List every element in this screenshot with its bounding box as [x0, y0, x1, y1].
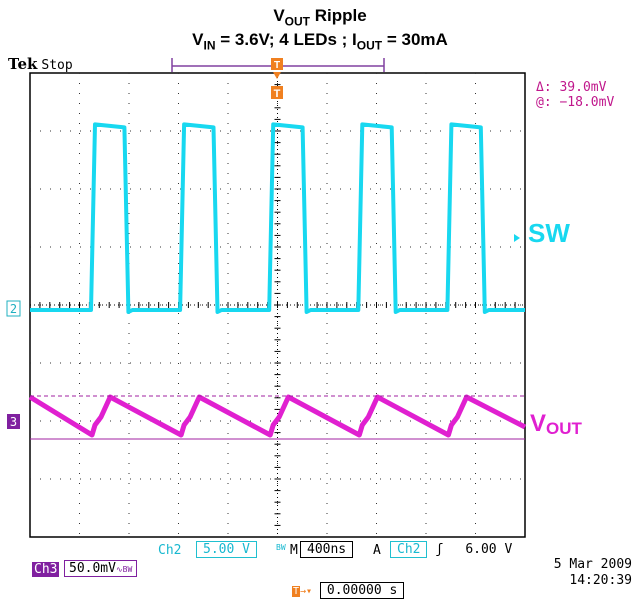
- trig-slope: ʃ: [435, 542, 444, 557]
- sub-part-4: = 30mA: [382, 30, 448, 49]
- ch2-scale: 5.00 V: [196, 541, 257, 558]
- trigger-marker-letter: T: [274, 88, 281, 100]
- traces: [28, 122, 527, 438]
- trigger-arrow-icon: [273, 72, 281, 79]
- chart-subtitle: VIN = 3.6V; 4 LEDs ; IOUT = 30mA: [0, 30, 640, 52]
- trig-level: 6.00 V: [465, 542, 513, 557]
- trig-pos: 0.00000 s: [319, 582, 405, 599]
- vout-label: VOUT: [530, 410, 582, 439]
- ch2-bw: BW: [276, 543, 286, 552]
- ch3-scale-box: 50.0mV∿BW: [64, 560, 138, 577]
- ch3-scale: 50.0mV: [69, 561, 116, 576]
- trig-pos-icon: T: [292, 586, 301, 597]
- ch2-scale-box: 5.00 V: [196, 541, 257, 558]
- vout-label-sub: OUT: [546, 419, 582, 438]
- timebase-box: 400ns: [300, 541, 354, 558]
- vout-label-main: V: [530, 410, 547, 437]
- title-v-sub: OUT: [284, 14, 310, 29]
- chart-title: VOUT Ripple: [0, 6, 640, 28]
- acq-status: Stop: [41, 58, 73, 73]
- trig-arrow-icon: →▾: [300, 586, 313, 597]
- timestamp: 5 Mar 2009 14:20:39: [552, 557, 632, 589]
- marks: T T 2 3: [6, 58, 525, 440]
- trig-mode: A: [373, 543, 381, 558]
- sub-part-0: V: [192, 30, 204, 49]
- sub-part-3: OUT: [356, 38, 383, 53]
- ch3-flags: ∿BW: [115, 565, 133, 574]
- ch3-name: Ch3: [32, 562, 60, 577]
- date: 5 Mar 2009: [553, 557, 632, 572]
- ch2-marker-icon: [6, 300, 21, 317]
- time: 14:20:39: [569, 573, 632, 588]
- scope-brand: Tek Stop: [8, 55, 73, 73]
- ch3-marker-icon: [7, 414, 20, 429]
- brand-logo: Tek: [8, 55, 38, 73]
- trig-pos-group: T→▾ 0.00000 s: [292, 582, 405, 599]
- sub-part-2: = 3.6V; 4 LEDs ; I: [215, 30, 357, 49]
- ch3-marker-label: 3: [10, 415, 17, 429]
- ch2-name: Ch2: [158, 543, 182, 558]
- title-v: V: [273, 6, 285, 25]
- title-text: Ripple: [310, 6, 367, 25]
- trigger-marker-icon: [271, 86, 283, 99]
- cursor-at: @: −18.0mV: [536, 95, 615, 110]
- trigger-pos-letter: T: [274, 60, 280, 71]
- trig-src: Ch2: [390, 541, 428, 558]
- timebase: 400ns: [300, 541, 354, 558]
- trig-level-icon: [514, 234, 520, 242]
- sw-label: SW: [528, 218, 570, 248]
- sw-trace: [30, 122, 525, 314]
- trigger-pos-marker-icon: [271, 58, 283, 70]
- cursor-readouts: Δ: 39.0mV @: −18.0mV: [536, 80, 614, 110]
- vout-trace: [28, 394, 527, 438]
- ch2-marker-label: 2: [10, 302, 17, 316]
- trig-box: Ch2 ʃ 6.00 V: [390, 541, 513, 558]
- sub-part-1: IN: [203, 38, 216, 53]
- timebase-prefix: M: [290, 543, 298, 558]
- cursor-delta: Δ: 39.0mV: [536, 80, 607, 95]
